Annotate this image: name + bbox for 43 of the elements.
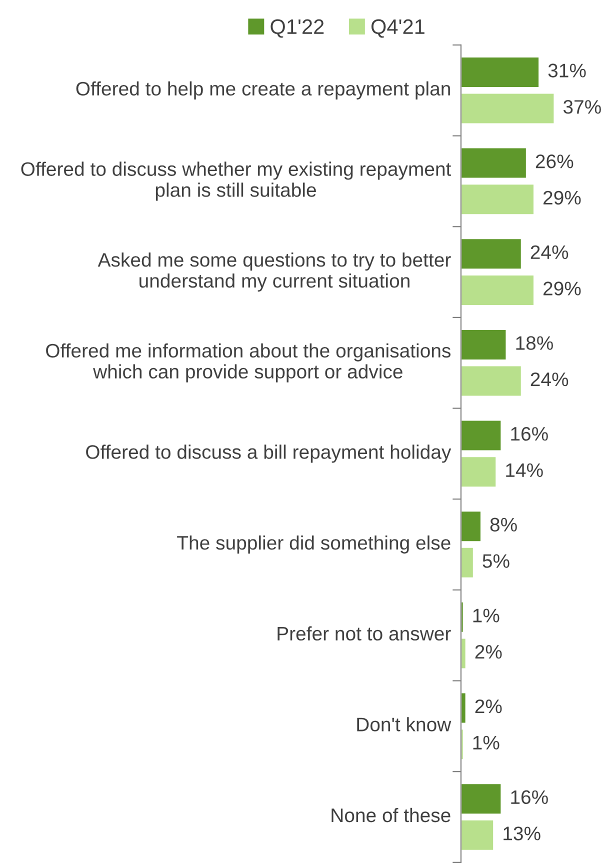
y-tick-label: Offered me information about the organisations which can provide support or advice: [46, 343, 450, 382]
data-label: 29%: [544, 190, 581, 205]
y-tick-label: Don't know: [357, 717, 452, 732]
data-label: 26%: [536, 154, 574, 168]
data-label: 2%: [475, 644, 502, 659]
data-label: 16%: [511, 790, 548, 804]
data-label: 2%: [475, 699, 502, 714]
bar: [460, 56, 540, 88]
data-label: 8%: [490, 518, 517, 532]
bar: [460, 274, 535, 306]
bar: [460, 419, 502, 452]
bar: [460, 146, 528, 180]
bar: [460, 782, 502, 815]
y-tick-label: Prefer not to answer: [278, 626, 451, 641]
data-label: 16%: [511, 426, 548, 441]
y-tick-label: Offered to discuss whether my existing repayment plan is still suitable: [21, 162, 452, 201]
data-label: 18%: [516, 336, 553, 350]
data-label: 31%: [548, 64, 586, 78]
data-label: 1%: [473, 736, 500, 750]
bar: [460, 364, 522, 398]
y-tick-label: Offered to discuss a bill repayment holiday: [86, 444, 452, 463]
y-tick-label: None of these: [332, 808, 450, 822]
data-label: 24%: [530, 372, 568, 386]
data-label: 1%: [473, 608, 500, 622]
data-label: 29%: [544, 282, 581, 296]
data-label: 14%: [506, 463, 543, 477]
data-label: 13%: [504, 826, 540, 840]
bar: [460, 510, 482, 542]
data-label: 24%: [530, 245, 568, 260]
bar: [460, 92, 556, 125]
bar: [460, 819, 494, 852]
data-label: 37%: [563, 100, 601, 114]
bar: [460, 183, 535, 216]
bar: [460, 456, 498, 488]
bar: [460, 546, 474, 579]
y-tick-label: Asked me some questions to try to better understand my current situation: [98, 252, 451, 292]
data-label: 5%: [482, 554, 510, 568]
y-tick-label: The supplier did something else: [177, 535, 450, 554]
bar: [460, 328, 508, 361]
bar: [460, 238, 522, 270]
legend-label: Q4'21: [371, 19, 424, 38]
y-tick-label: Offered to help me create a repayment plan: [76, 81, 450, 100]
legend-label: Q1'22: [270, 19, 324, 38]
